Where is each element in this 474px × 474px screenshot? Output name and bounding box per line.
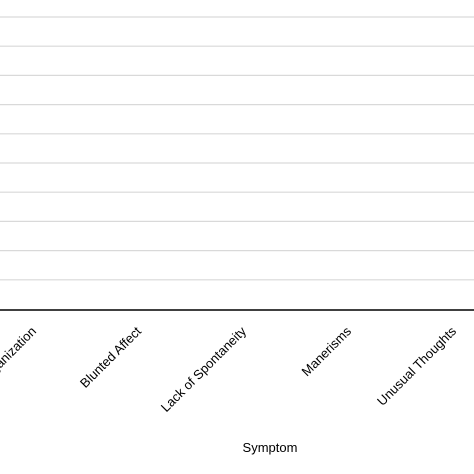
x-tick-label: Disorganization [0, 324, 39, 398]
x-tick-label: Lack of Spontaneity [158, 323, 250, 415]
gridlines [0, 16, 474, 281]
x-tick-labels: Disorganization Blunted Affect Lack of Spo… [0, 323, 459, 415]
x-tick-label: Unusual Thoughts [374, 323, 459, 408]
x-tick-label: Manerisms [299, 323, 355, 379]
x-axis-title: Symptom [243, 440, 298, 455]
x-tick-label: Blunted Affect [77, 323, 144, 390]
